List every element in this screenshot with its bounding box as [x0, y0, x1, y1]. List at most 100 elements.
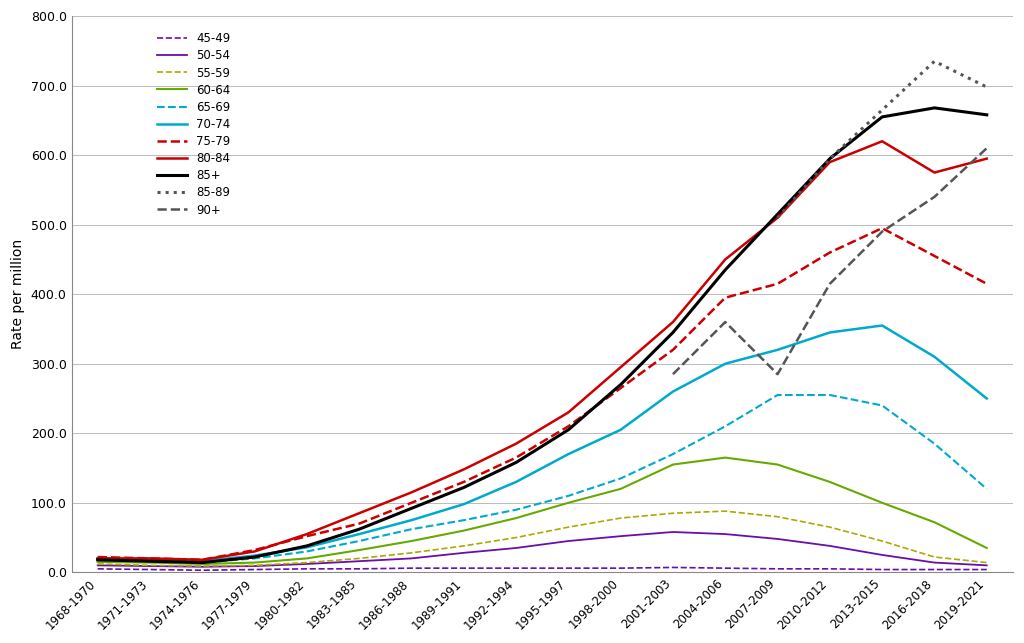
65-69: [197, 559, 209, 566]
Line: 50-54: 50-54: [97, 532, 987, 566]
60-64: [929, 518, 941, 526]
90+: [667, 370, 679, 378]
65-69: [981, 485, 993, 493]
50-54: [614, 532, 627, 540]
65-69: [353, 537, 366, 545]
80-84: [91, 554, 103, 562]
70-74: [562, 450, 574, 458]
80-84: [510, 440, 522, 448]
50-54: [197, 563, 209, 570]
85+: [614, 381, 627, 388]
80-84: [929, 168, 941, 176]
45-49: [91, 565, 103, 573]
45-49: [353, 565, 366, 573]
80-84: [823, 158, 836, 166]
50-54: [91, 561, 103, 569]
50-54: [981, 561, 993, 569]
65-69: [143, 557, 156, 565]
55-59: [406, 549, 418, 557]
85+: [981, 111, 993, 119]
50-54: [301, 560, 313, 568]
45-49: [143, 566, 156, 574]
70-74: [353, 530, 366, 538]
65-69: [667, 450, 679, 458]
60-64: [353, 546, 366, 554]
80-84: [143, 554, 156, 562]
85+: [143, 557, 156, 565]
85+: [876, 113, 888, 121]
55-59: [91, 560, 103, 568]
90+: [981, 144, 993, 152]
75-79: [876, 224, 888, 232]
80-84: [981, 155, 993, 163]
45-49: [249, 566, 261, 574]
80-84: [667, 318, 679, 326]
70-74: [876, 322, 888, 329]
85+: [562, 426, 574, 433]
55-59: [510, 534, 522, 541]
55-59: [249, 561, 261, 569]
85+: [719, 266, 731, 274]
75-79: [197, 556, 209, 564]
70-74: [719, 360, 731, 368]
85-89: [929, 57, 941, 65]
Line: 45-49: 45-49: [97, 568, 987, 570]
50-54: [929, 559, 941, 566]
Line: 85-89: 85-89: [777, 61, 987, 218]
85-89: [771, 214, 783, 222]
70-74: [406, 516, 418, 524]
60-64: [562, 499, 574, 507]
75-79: [301, 532, 313, 540]
50-54: [562, 537, 574, 545]
65-69: [562, 492, 574, 500]
55-59: [771, 513, 783, 521]
60-64: [197, 560, 209, 568]
70-74: [929, 353, 941, 361]
75-79: [771, 280, 783, 287]
Line: 80-84: 80-84: [97, 141, 987, 560]
75-79: [353, 520, 366, 527]
70-74: [143, 556, 156, 564]
60-64: [249, 559, 261, 566]
80-84: [458, 466, 470, 473]
65-69: [719, 422, 731, 430]
45-49: [301, 565, 313, 573]
55-59: [876, 537, 888, 545]
45-49: [981, 566, 993, 574]
50-54: [823, 542, 836, 550]
55-59: [929, 553, 941, 561]
75-79: [667, 346, 679, 354]
50-54: [719, 530, 731, 538]
45-49: [876, 566, 888, 574]
85+: [823, 155, 836, 163]
60-64: [771, 460, 783, 468]
70-74: [510, 478, 522, 486]
Line: 85+: 85+: [97, 108, 987, 563]
90+: [823, 280, 836, 287]
Line: 60-64: 60-64: [97, 458, 987, 564]
55-59: [823, 523, 836, 531]
60-64: [823, 478, 836, 486]
65-69: [458, 516, 470, 524]
60-64: [406, 537, 418, 545]
75-79: [562, 422, 574, 430]
70-74: [301, 543, 313, 551]
50-54: [458, 549, 470, 557]
Line: 75-79: 75-79: [97, 228, 987, 560]
80-84: [719, 255, 731, 263]
80-84: [301, 530, 313, 538]
50-54: [249, 562, 261, 570]
90+: [876, 228, 888, 235]
55-59: [353, 554, 366, 562]
85+: [249, 553, 261, 561]
80-84: [249, 548, 261, 556]
55-59: [719, 507, 731, 515]
85+: [458, 484, 470, 491]
70-74: [823, 329, 836, 336]
75-79: [614, 385, 627, 392]
60-64: [981, 544, 993, 552]
90+: [719, 318, 731, 326]
85+: [353, 525, 366, 533]
85-89: [823, 155, 836, 163]
85+: [91, 556, 103, 564]
